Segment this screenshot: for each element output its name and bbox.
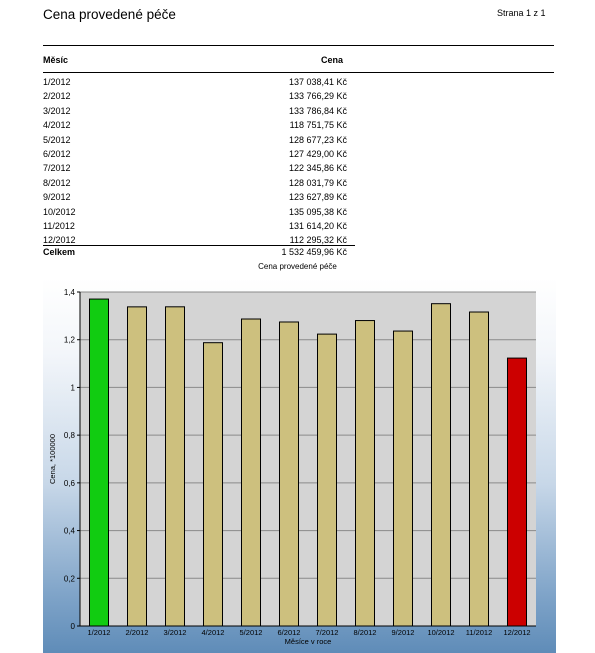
row-price: 127 429,00 Kč [288, 148, 347, 159]
x-tick-label: 12/2012 [503, 628, 530, 637]
bar [355, 320, 375, 627]
row-month: 4/2012 [43, 120, 71, 131]
table-row: 2/2012 133 766,29 Kč [43, 89, 355, 103]
bar [317, 333, 337, 627]
x-tick-label: 2/2012 [126, 628, 149, 637]
column-header-price: Cena [321, 55, 344, 65]
table-row: 12/2012 112 295,32 Kč [43, 233, 355, 247]
row-month: 7/2012 [43, 163, 71, 174]
y-axis-label: Cena, *100000 [48, 434, 57, 484]
x-tick-label: 5/2012 [240, 628, 263, 637]
y-tick-label: 0 [71, 622, 76, 631]
y-tick-label: 1 [71, 383, 76, 392]
x-tick-label: 1/2012 [88, 628, 111, 637]
x-tick-label: 10/2012 [427, 628, 454, 637]
row-price: 118 751,75 Kč [289, 120, 347, 131]
row-price: 131 614,20 Kč [288, 220, 347, 231]
table-row: 8/2012 128 031,79 Kč [43, 176, 355, 190]
bar [203, 342, 223, 627]
y-tick-label: 1,4 [64, 288, 76, 297]
row-month: 5/2012 [43, 134, 71, 145]
x-tick-label: 9/2012 [392, 628, 415, 637]
row-month: 12/2012 [43, 235, 76, 246]
row-month: 3/2012 [43, 105, 71, 116]
bar [241, 318, 261, 627]
y-tick-label: 0,6 [64, 479, 76, 488]
row-month: 9/2012 [43, 192, 71, 203]
table-row: 10/2012 135 095,38 Kč [43, 205, 355, 219]
y-tick-label: 0,4 [64, 527, 76, 536]
y-tick-label: 1,2 [64, 336, 76, 345]
bar [393, 330, 413, 627]
bar [127, 306, 147, 627]
row-price: 123 627,89 Kč [288, 192, 347, 203]
chart-title: Cena provedené péče [258, 262, 337, 271]
table-row: 5/2012 128 677,23 Kč [43, 133, 355, 147]
table-row: 9/2012 123 627,89 Kč [43, 190, 355, 204]
bar [165, 306, 185, 627]
bar [469, 311, 489, 627]
table-row: 6/2012 127 429,00 Kč [43, 147, 355, 161]
row-price: 133 786,84 Kč [288, 105, 347, 116]
report-title: Cena provedené péče [43, 7, 176, 22]
table-row: 7/2012 122 345,86 Kč [43, 161, 355, 175]
row-price: 135 095,38 Kč [288, 206, 347, 217]
table-row: 3/2012 133 786,84 Kč [43, 104, 355, 118]
row-price: 137 038,41 Kč [288, 77, 347, 87]
row-price: 128 031,79 Kč [288, 177, 347, 188]
row-price: 128 677,23 Kč [288, 134, 347, 145]
column-header-month: Měsíc [43, 55, 69, 65]
x-tick-label: 3/2012 [164, 628, 187, 637]
table-row: 11/2012 131 614,20 Kč [43, 219, 355, 233]
row-month: 8/2012 [43, 177, 71, 188]
x-tick-label: 11/2012 [466, 628, 493, 637]
row-price: 112 295,32 Kč [289, 235, 347, 246]
bar [89, 298, 109, 627]
row-month: 6/2012 [43, 148, 71, 159]
table-top-rule [43, 45, 554, 46]
row-price: 122 345,86 Kč [288, 163, 347, 174]
x-axis-label: Měsíce v roce [285, 637, 332, 646]
x-tick-label: 7/2012 [316, 628, 339, 637]
bar [507, 357, 527, 627]
table-body: 1/2012 137 038,41 Kč 2/2012 133 766,29 Kč 3/… [43, 75, 355, 248]
table-total-row: Celkem 1 532 459,96 Kč [43, 247, 355, 257]
y-tick-label: 0,2 [64, 574, 76, 583]
bar [431, 303, 451, 627]
bar [279, 321, 299, 627]
row-month: 10/2012 [43, 206, 76, 217]
row-month: 11/2012 [43, 220, 75, 231]
row-month: 2/2012 [43, 91, 71, 102]
table-row: 1/2012 137 038,41 Kč [43, 75, 355, 89]
row-price: 133 766,29 Kč [288, 91, 347, 102]
row-month: 1/2012 [43, 77, 71, 87]
page-number: Strana 1 z 1 [497, 8, 546, 18]
y-tick-label: 0,8 [64, 431, 76, 440]
total-label: Celkem [43, 247, 76, 257]
x-tick-label: 8/2012 [354, 628, 377, 637]
table-total-rule [43, 245, 355, 246]
table-header-rule [43, 72, 554, 73]
x-tick-label: 6/2012 [278, 628, 301, 637]
total-value: 1 532 459,96 Kč [281, 247, 347, 257]
table-row: 4/2012 118 751,75 Kč [43, 118, 355, 132]
x-tick-label: 4/2012 [202, 628, 225, 637]
plot-area [80, 292, 536, 626]
